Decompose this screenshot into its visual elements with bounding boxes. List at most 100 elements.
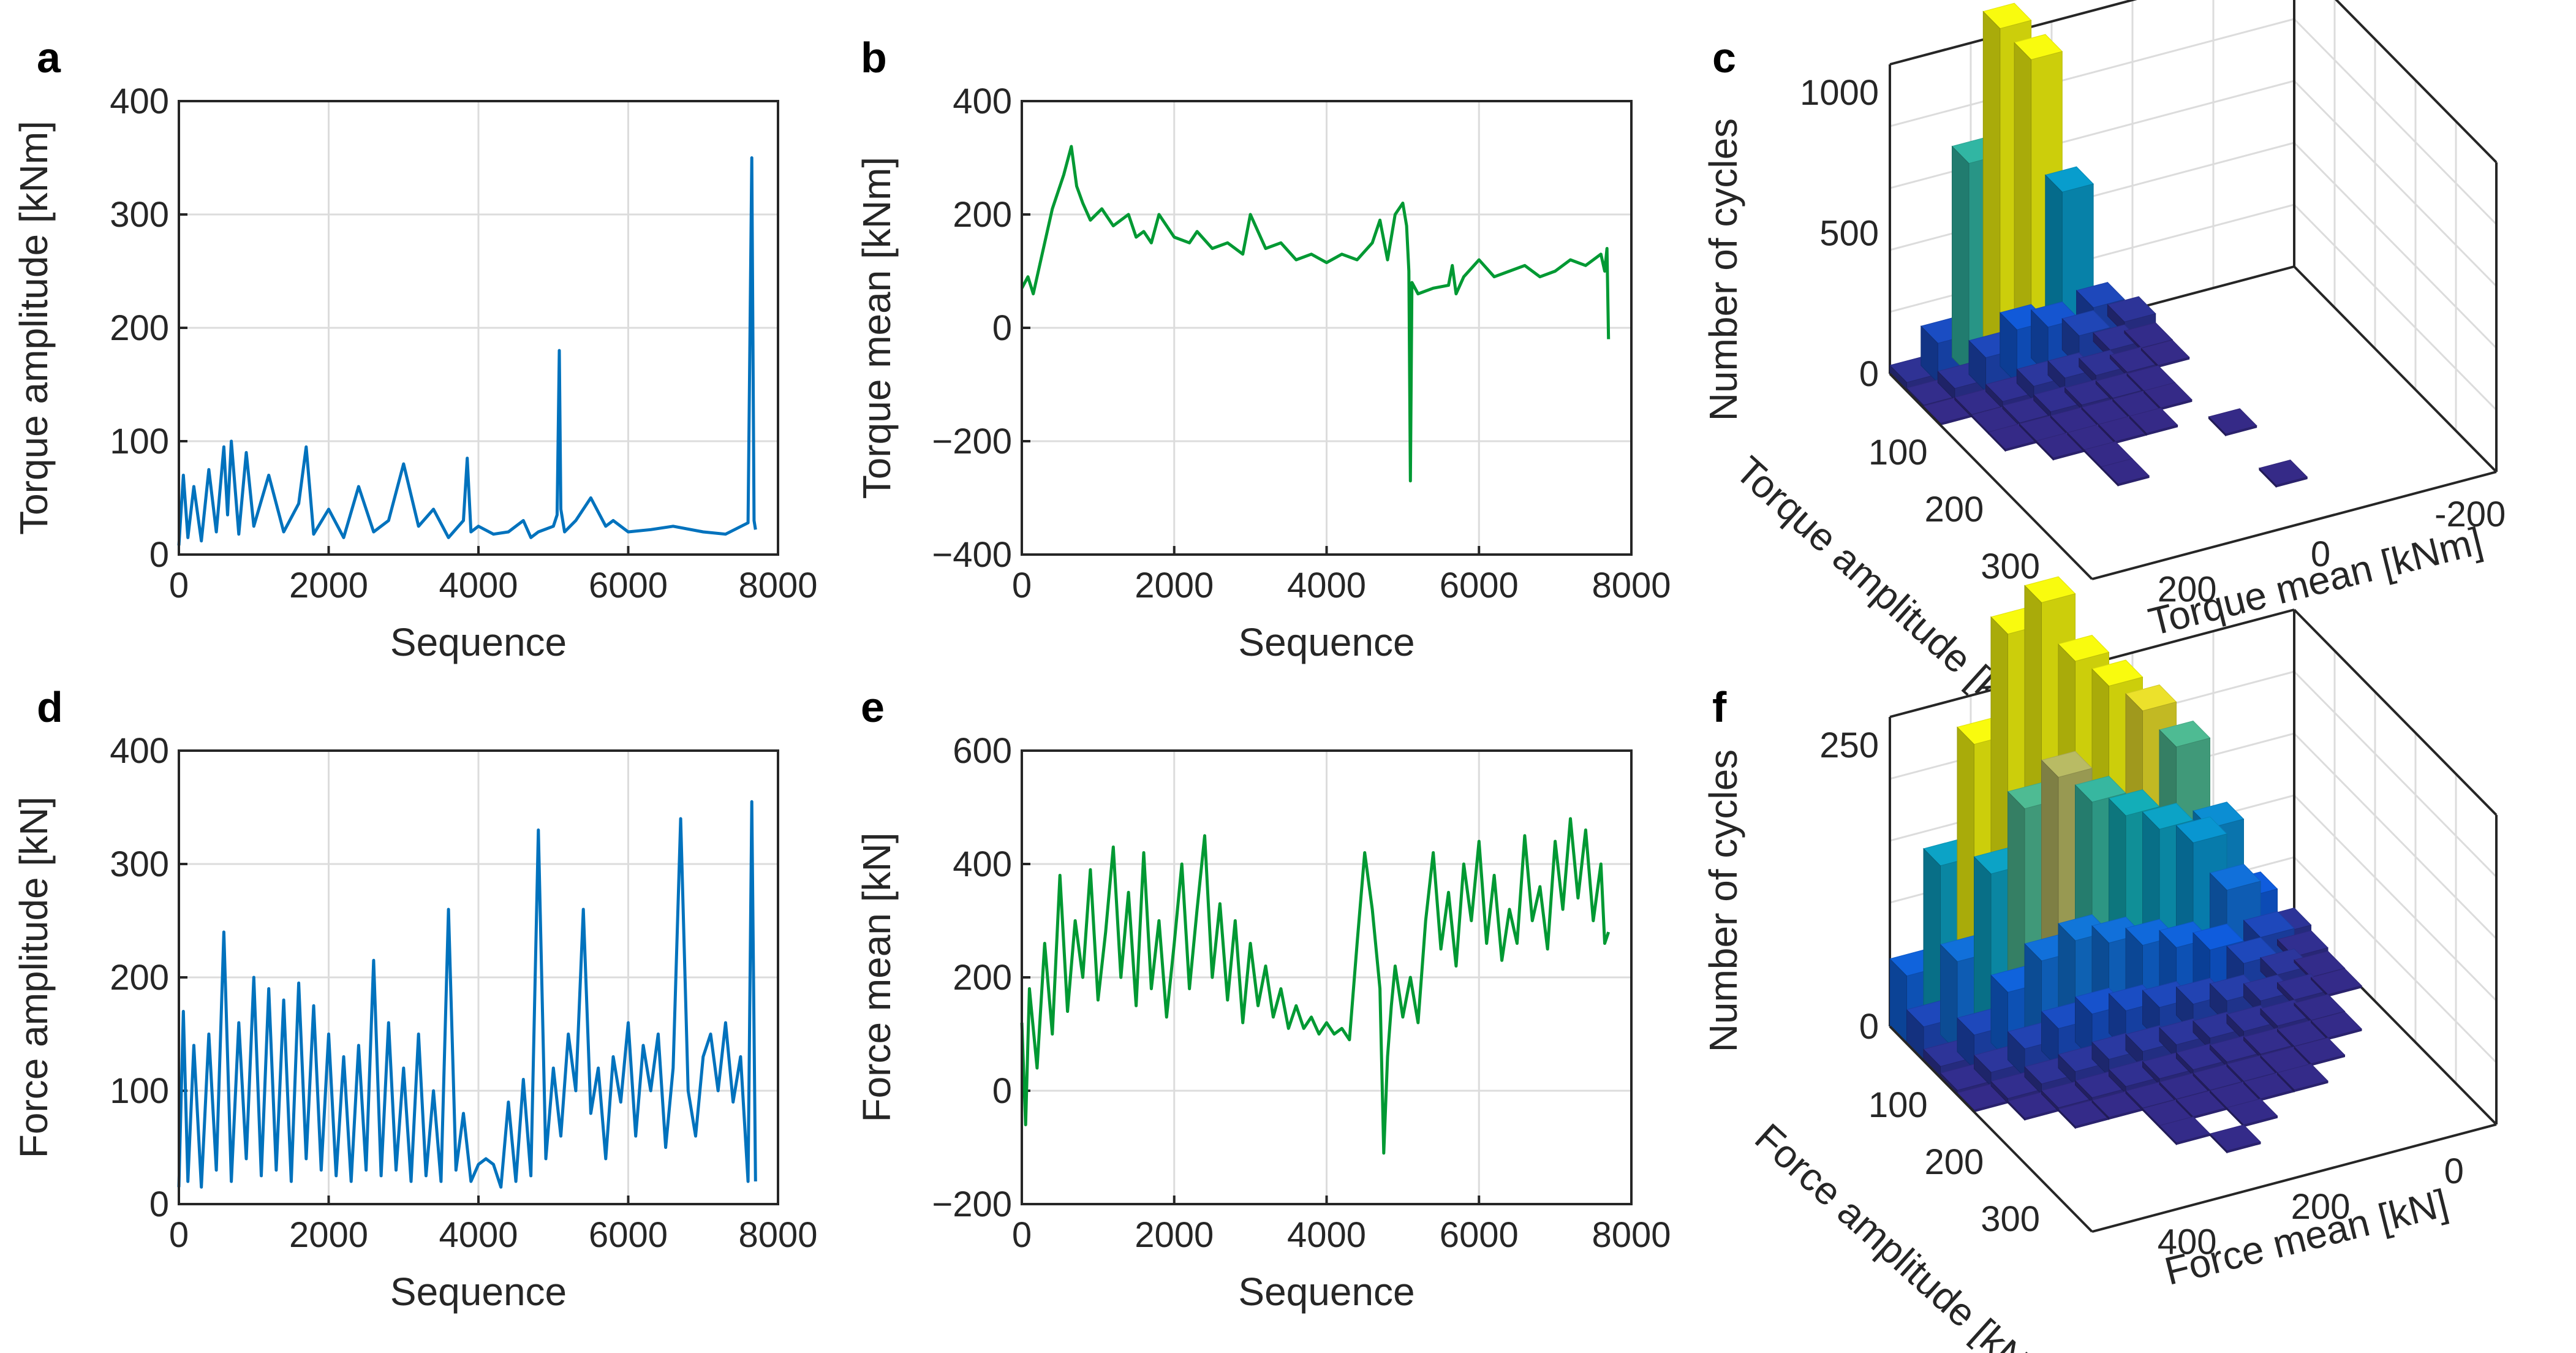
- chart-torque-amplitude: 0 2000 4000 6000 8000 0 100 200 300 400 Sequence To…: [12, 81, 818, 664]
- y-tick-label: 200: [953, 195, 1012, 235]
- chart-force-mean: 0 2000 4000 6000 8000−2000200400600SequenceF…: [855, 731, 1671, 1314]
- z-gridline: [2293, 203, 2498, 411]
- bar-side-face: [2008, 1100, 2025, 1121]
- z-gridline: [2293, 856, 2498, 1064]
- axes-frame: [1021, 749, 1633, 1205]
- panel-label-a: a: [37, 34, 61, 81]
- data-series-line: [1020, 145, 1611, 483]
- bar-side-face: [2125, 1033, 2143, 1068]
- x-tick-label: 8000: [1592, 1215, 1671, 1255]
- x-tick-label: 6000: [1440, 1215, 1519, 1255]
- bar-side-face: [2101, 466, 2118, 487]
- panel-label-d: d: [37, 683, 63, 731]
- x-tick-label: 6000: [589, 566, 668, 605]
- bar-side-face: [2002, 404, 2020, 426]
- histogram-bar: [2159, 1116, 2211, 1146]
- x-tick-label: 0: [1012, 566, 1032, 605]
- bar-side-face: [2159, 1124, 2177, 1146]
- axis-edge: [2335, 0, 2498, 164]
- bar-side-face: [1985, 384, 2003, 410]
- histogram-bar: [2310, 968, 2362, 998]
- y-tick-label: 300: [110, 195, 169, 235]
- bar-side-face: [1921, 325, 1938, 384]
- bar-side-face: [2176, 1052, 2194, 1077]
- bar-side-face: [1952, 145, 1970, 376]
- bar-side-face: [2058, 1109, 2076, 1129]
- bar-side-face: [1968, 339, 1986, 393]
- bar-side-face: [2095, 380, 2113, 402]
- y-tick-label: 0: [149, 535, 169, 575]
- x-tick-label: 6000: [1440, 566, 1519, 605]
- bar-top-face: [2208, 408, 2257, 434]
- x-tick-label: 0: [169, 566, 189, 605]
- histogram-bar: [2276, 1063, 2329, 1093]
- bar-side-face: [1974, 1054, 1992, 1087]
- panel-label-f: f: [1712, 683, 1727, 731]
- bar-side-face: [2109, 1068, 2126, 1094]
- x-tick-label: 0: [169, 1215, 189, 1255]
- y-tick-label: 0: [149, 1184, 169, 1224]
- bar-side-face: [2159, 1026, 2177, 1059]
- bar-side-face: [2208, 415, 2226, 437]
- histogram-bar: [2209, 1124, 2261, 1154]
- x-tick-label: 4000: [439, 566, 518, 605]
- histogram-bar: [2129, 407, 2178, 436]
- y-tick-label: 400: [953, 844, 1012, 884]
- y-axis-label: Torque mean [kNm]: [855, 157, 899, 499]
- x-axis-label: Sequence: [390, 1270, 567, 1314]
- z-gridline: [1889, 18, 2295, 127]
- axes-frame: [178, 749, 779, 1205]
- panel-label-e: e: [861, 683, 885, 731]
- histogram-bar: [2226, 1098, 2278, 1128]
- y-tick-label: −200: [932, 422, 1012, 461]
- axis-edge: [2293, 608, 2498, 816]
- x-tick-label: 2000: [1135, 1215, 1214, 1255]
- y-tick-label: 0: [992, 308, 1012, 348]
- bar-side-face: [2210, 1133, 2227, 1154]
- y-axis-label: Force amplitude [kN]: [12, 797, 56, 1158]
- data-series-line: [177, 800, 757, 1189]
- histogram-bar: [2143, 382, 2193, 411]
- bar-side-face: [2036, 440, 2053, 461]
- x-axis-label: Sequence: [1238, 620, 1415, 664]
- y-tick-label: 600: [953, 731, 1012, 771]
- axis-edge: [1889, 1025, 2093, 1233]
- y-tick-label: 200: [953, 958, 1012, 998]
- y-tick-label: −200: [932, 1184, 1012, 1224]
- amplitude-tick-label: 200: [1925, 490, 1984, 529]
- z-gridline: [2293, 18, 2498, 226]
- amplitude-tick-label: 200: [1925, 1142, 1984, 1182]
- mean-tick-label: 400: [2158, 1222, 2217, 1262]
- z-gridline: [2293, 670, 2498, 878]
- bar-side-face: [2210, 1044, 2227, 1067]
- y-tick-label: 200: [110, 958, 169, 998]
- y-tick-label: 400: [110, 731, 169, 771]
- x-tick-label: 8000: [1592, 566, 1671, 605]
- y-tick-label: 100: [110, 1071, 169, 1111]
- chart-torque-histogram-3d: 0 500 1000 100 200 300 -200 0 200 Number of cycle…: [1701, 0, 2506, 758]
- y-tick-label: 400: [953, 81, 1012, 121]
- panel-label-c: c: [1712, 34, 1736, 81]
- amplitude-tick-label: 300: [1981, 1199, 2040, 1239]
- bar-side-face: [1988, 431, 2006, 452]
- bar-side-face: [2259, 467, 2276, 488]
- histogram-bar: [2208, 408, 2257, 437]
- z-tick-label: 0: [1859, 354, 1879, 394]
- y-tick-label: −400: [932, 535, 1012, 575]
- axis-edge: [2091, 1123, 2497, 1233]
- bar-side-face: [2110, 354, 2128, 377]
- y-tick-label: 400: [110, 81, 169, 121]
- mean-tick-label: 200: [2291, 1187, 2351, 1227]
- back-wall-amplitude: [2294, 0, 2496, 472]
- amplitude-tick-label: 300: [1981, 547, 2040, 586]
- bar-side-face: [2075, 1080, 2093, 1104]
- z-axis-label: Number of cycles: [1701, 118, 1745, 421]
- bar-side-face: [2047, 360, 2066, 393]
- mean-tick-label: -200: [2434, 495, 2506, 534]
- bar-side-face: [1957, 1017, 1974, 1070]
- chart-torque-mean: 0 2000 4000 6000 8000 −400 −200 0 200 400 Sequence…: [855, 81, 1671, 664]
- mean-tick-label: 0: [2444, 1151, 2464, 1191]
- panel-label-b: b: [861, 34, 887, 81]
- x-axis-label: Sequence: [390, 620, 567, 664]
- bar-side-face: [1990, 1080, 2008, 1104]
